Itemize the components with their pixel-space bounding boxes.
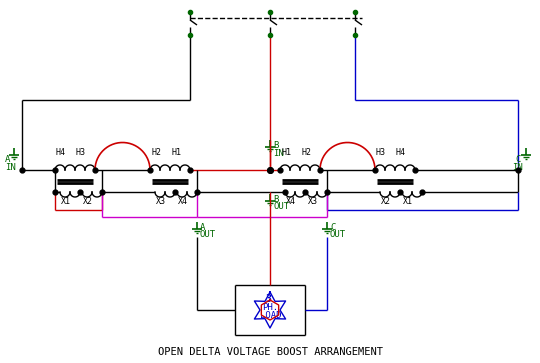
Text: C: C [515,155,521,164]
Text: IN: IN [5,163,16,172]
Text: X4: X4 [286,197,296,206]
Text: C: C [330,223,335,232]
Text: H1: H1 [171,148,181,157]
Text: OUT: OUT [330,230,346,239]
Text: PH.: PH. [262,303,278,312]
Text: H2: H2 [151,148,161,157]
Text: H4: H4 [56,148,66,157]
Text: 3: 3 [265,294,271,304]
Text: OUT: OUT [273,202,289,211]
Text: IN: IN [273,149,284,158]
Text: H4: H4 [396,148,406,157]
Text: X3: X3 [156,197,166,206]
Text: LOAD: LOAD [260,311,281,320]
Text: H2: H2 [301,148,311,157]
Text: OUT: OUT [200,230,216,239]
Text: X2: X2 [381,197,391,206]
Text: H1: H1 [281,148,291,157]
Text: B: B [273,195,279,204]
Text: X2: X2 [83,197,93,206]
Text: X3: X3 [308,197,318,206]
Text: X4: X4 [178,197,188,206]
Text: OPEN DELTA VOLTAGE BOOST ARRANGEMENT: OPEN DELTA VOLTAGE BOOST ARRANGEMENT [158,347,382,357]
Text: X1: X1 [403,197,413,206]
Text: IN: IN [512,163,523,172]
Text: A: A [5,155,10,164]
Text: B: B [273,141,279,150]
Text: H3: H3 [376,148,386,157]
Text: X1: X1 [61,197,71,206]
Text: A: A [200,223,205,232]
Text: H3: H3 [76,148,86,157]
